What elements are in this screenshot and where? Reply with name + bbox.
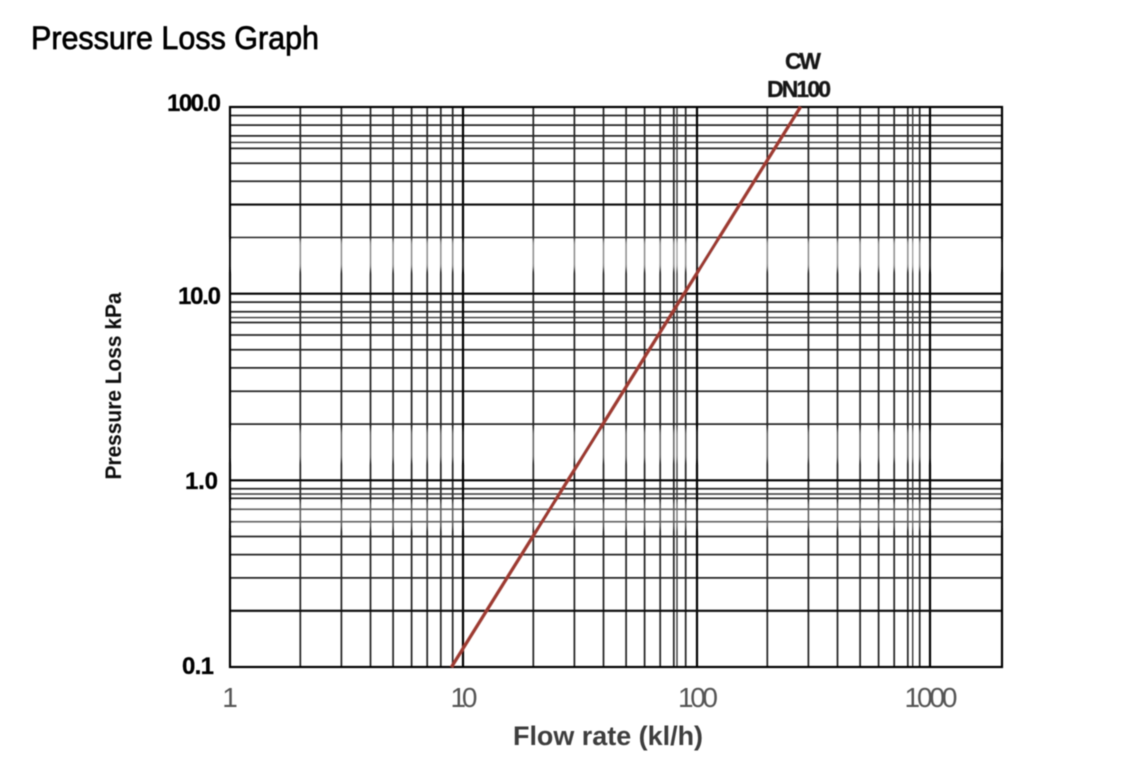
svg-text:10.0: 10.0 [178, 283, 221, 310]
svg-text:10: 10 [451, 682, 478, 713]
svg-text:Pressure Loss kPa: Pressure Loss kPa [101, 292, 126, 479]
svg-text:1: 1 [222, 682, 238, 713]
svg-text:100.0: 100.0 [167, 90, 221, 117]
svg-text:1.0: 1.0 [185, 468, 218, 495]
svg-text:100: 100 [678, 682, 718, 713]
svg-text:CW: CW [785, 48, 821, 74]
svg-text:1000: 1000 [905, 682, 958, 713]
svg-text:0.1: 0.1 [182, 653, 214, 680]
svg-text:Flow rate (kl/h): Flow rate (kl/h) [513, 721, 703, 751]
svg-text:DN100: DN100 [767, 76, 831, 102]
svg-text:Pressure Loss Graph: Pressure Loss Graph [31, 20, 319, 56]
